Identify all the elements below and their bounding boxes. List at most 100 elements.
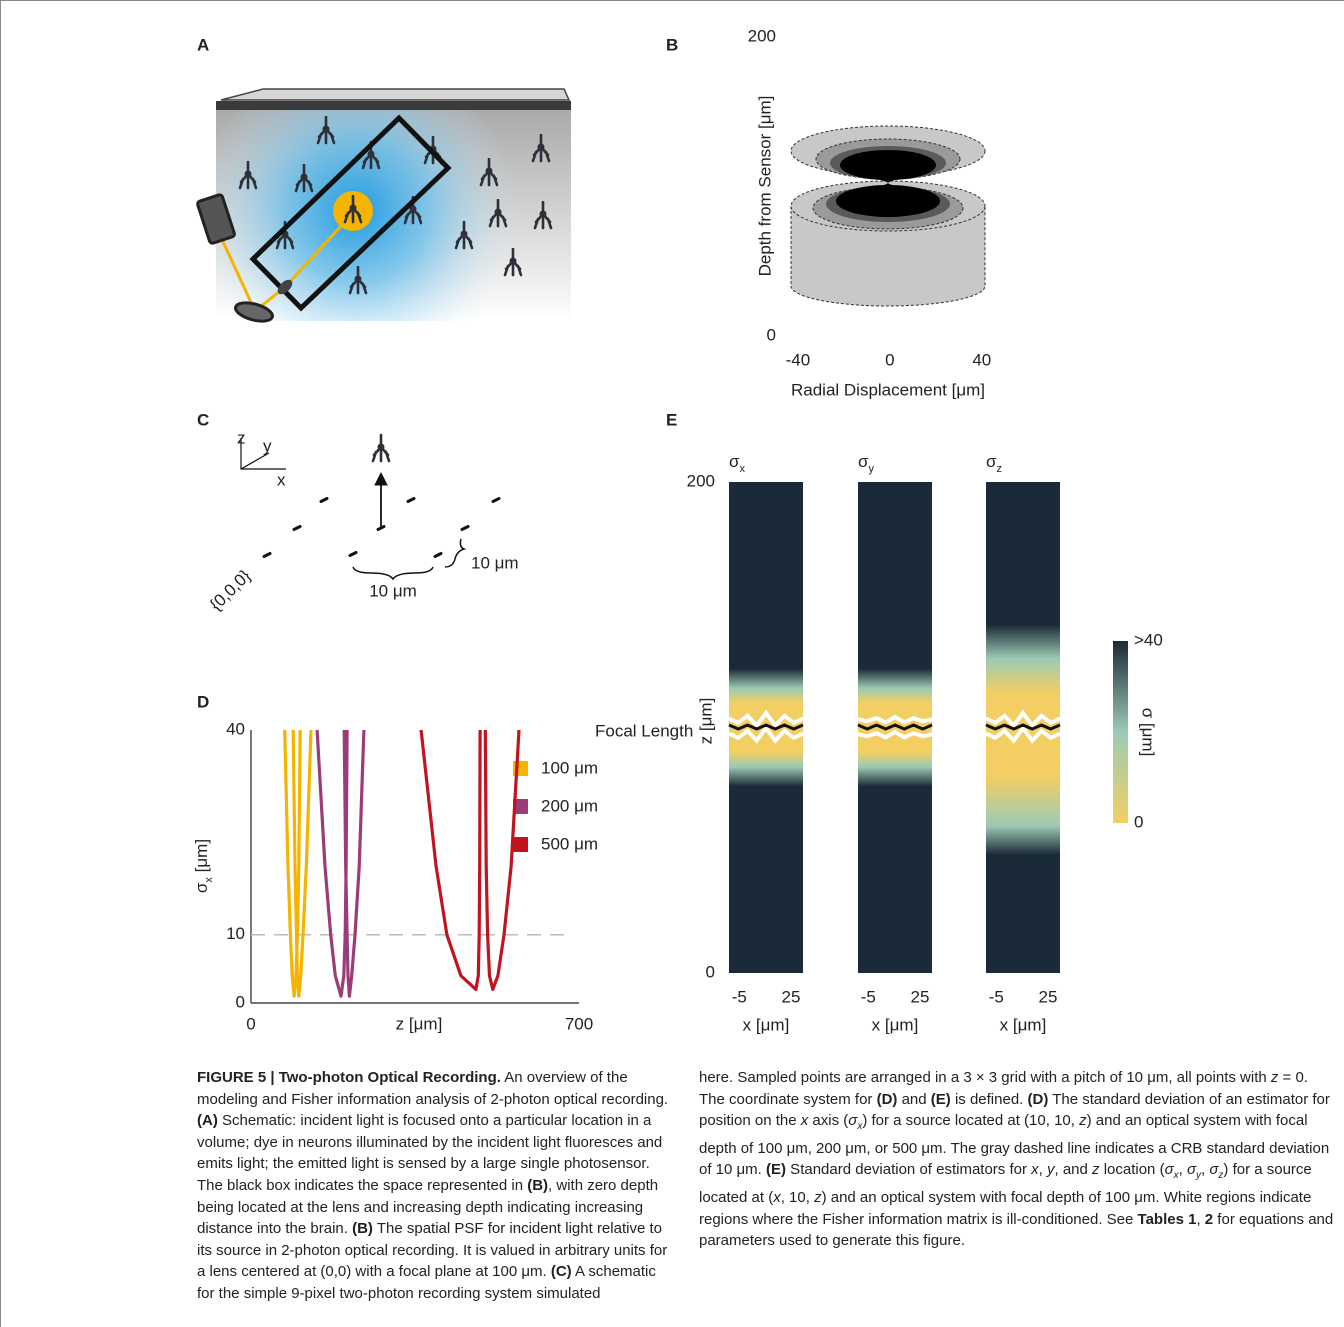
series-line <box>419 729 521 991</box>
arrowhead <box>374 471 388 486</box>
caption-run: (E) <box>766 1161 786 1178</box>
x-tick-label: 700 <box>565 1014 593 1033</box>
caption-run: x <box>1031 1161 1039 1178</box>
caption-run: , 10, <box>781 1189 814 1206</box>
x-tick-label: -5 <box>861 987 876 1006</box>
y-axis-label-rest: [μm] <box>192 839 211 877</box>
caption-text: here. Sampled points are arranged in a 3… <box>699 1069 1271 1086</box>
panel-e-maps <box>728 482 1061 973</box>
caption-run: , <box>1179 1161 1187 1178</box>
caption-run: , with zero depth being located at the l… <box>197 1177 658 1237</box>
map-title-symbol: σ <box>858 452 869 471</box>
legend-swatch <box>513 799 528 814</box>
map-title-symbol: σ <box>729 452 740 471</box>
caption-text: σ <box>1164 1161 1174 1179</box>
cover-glass <box>220 88 571 101</box>
caption-run: = 0. The coordinate system for <box>699 1069 1308 1108</box>
caption-run: y <box>1047 1161 1055 1178</box>
caption-run: σx <box>848 1112 863 1133</box>
panel-a-schematic <box>196 88 571 323</box>
x-axis-label: Radial Displacement [μm] <box>791 380 985 399</box>
ill-conditioned-region <box>857 729 933 740</box>
caption-text: The spatial PSF for incident light relat… <box>197 1220 668 1281</box>
pixel-grid <box>262 497 501 558</box>
caption-text: , with zero depth being located at the l… <box>197 1176 659 1238</box>
caption-run: for equations and parameters used to gen… <box>699 1211 1333 1250</box>
caption-run: (D) <box>1028 1091 1049 1108</box>
pixel <box>348 551 358 557</box>
caption-text: A schematic for the simple 9-pixel two-p… <box>197 1263 656 1302</box>
psf-region <box>790 205 986 307</box>
caption-run: z <box>1079 1112 1087 1129</box>
y-tick-label: 200 <box>748 26 776 45</box>
y-tick-label: 10 <box>226 924 245 943</box>
caption-text: z <box>1270 1069 1279 1086</box>
caption-text: (C) <box>550 1263 572 1281</box>
caption-text: , <box>1196 1210 1205 1228</box>
pixel <box>292 525 302 531</box>
x-tick-label: 40 <box>972 350 991 369</box>
caption-run: (A) <box>197 1112 218 1129</box>
caption-text: is defined. <box>950 1090 1028 1108</box>
caption-text: and <box>897 1090 931 1108</box>
caption-run: (D) <box>877 1091 898 1108</box>
caption-run: Tables 1 <box>1138 1211 1197 1228</box>
pixel <box>460 525 470 531</box>
caption-text: σ <box>1186 1161 1197 1179</box>
caption-run: σx <box>1164 1161 1179 1181</box>
caption-text: , <box>1201 1161 1210 1179</box>
caption-run: z <box>1092 1161 1100 1178</box>
y-axis-label: Depth from Sensor [μm] <box>755 96 774 277</box>
caption-run: (B) <box>527 1177 548 1194</box>
pixel <box>491 497 501 503</box>
panel-label: A <box>197 35 209 54</box>
panel-label: B <box>666 35 678 54</box>
map-title-sub: z <box>997 463 1003 475</box>
caption-text: x <box>1031 1161 1039 1179</box>
caption-run: A schematic for the simple 9-pixel two-p… <box>197 1263 656 1302</box>
caption-run: σy <box>1186 1161 1201 1181</box>
colorbar-tick-label: 0 <box>1134 812 1143 831</box>
map-title: σx <box>729 452 746 474</box>
caption-text: (A) <box>197 1112 218 1130</box>
caption-run: , <box>1196 1211 1204 1228</box>
caption-text: , <box>1038 1161 1047 1179</box>
panel-label: C <box>197 410 209 429</box>
psf-waist <box>846 171 930 195</box>
caption-run: , <box>1039 1161 1047 1178</box>
ill-conditioned-region <box>985 709 1061 729</box>
caption-text: (D) <box>876 1090 898 1108</box>
ill-conditioned-region <box>857 714 933 725</box>
pitch-label: 10 μm <box>369 581 417 600</box>
caption-text: (E) <box>930 1090 951 1108</box>
panel-label: D <box>197 692 209 711</box>
y-tick-label: 0 <box>706 962 715 981</box>
x-tick-label: 0 <box>885 350 894 369</box>
caption-run: z <box>1271 1069 1279 1086</box>
ill-conditioned-region <box>728 724 804 744</box>
caption-run: ) for a source located at (10, 10, <box>862 1112 1079 1129</box>
caption-text: An overview of the modeling and Fisher i… <box>197 1069 669 1108</box>
x-axis-label: x [μm] <box>872 1015 919 1034</box>
colorbar <box>1113 641 1128 823</box>
caption-text: Tables 1 <box>1137 1210 1197 1228</box>
caption-run: axis ( <box>808 1112 848 1129</box>
map-title: σz <box>986 452 1002 474</box>
colorbar-label: σ [μm] <box>1139 708 1158 757</box>
caption-run: (B) <box>352 1220 373 1237</box>
x-axis-label: x [μm] <box>1000 1015 1047 1034</box>
x-tick-label: 25 <box>910 987 929 1006</box>
caption-run: An overview of the modeling and Fisher i… <box>197 1069 668 1108</box>
map-title-sub: y <box>869 463 875 475</box>
series-line <box>315 729 366 998</box>
ill-conditioned-region <box>728 709 804 729</box>
caption-text: ) and an optical system with focal depth… <box>699 1188 1312 1228</box>
caption-text: location ( <box>1099 1161 1165 1179</box>
x-tick-label: 25 <box>1038 987 1057 1006</box>
caption-subscript: x <box>857 1121 863 1133</box>
caption-run: ) and an optical system with focal depth… <box>699 1189 1311 1228</box>
caption-run: , <box>1201 1161 1209 1178</box>
panel-b-psf <box>790 125 986 307</box>
recording-box <box>249 114 452 312</box>
